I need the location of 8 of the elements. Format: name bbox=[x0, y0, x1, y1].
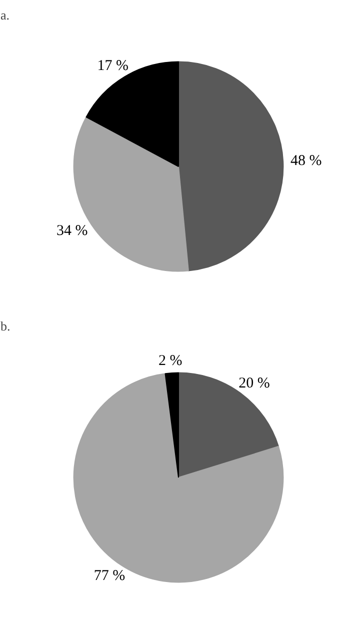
chart-title: b. bbox=[0, 318, 10, 334]
data-label: 77 % bbox=[94, 568, 126, 584]
data-label: 34 % bbox=[56, 223, 88, 240]
data-label: 20 % bbox=[238, 375, 270, 392]
data-label: 17 % bbox=[97, 58, 129, 74]
data-label: 48 % bbox=[290, 152, 322, 169]
chart-title: a. bbox=[0, 8, 10, 22]
data-label: 2 % bbox=[158, 352, 182, 369]
